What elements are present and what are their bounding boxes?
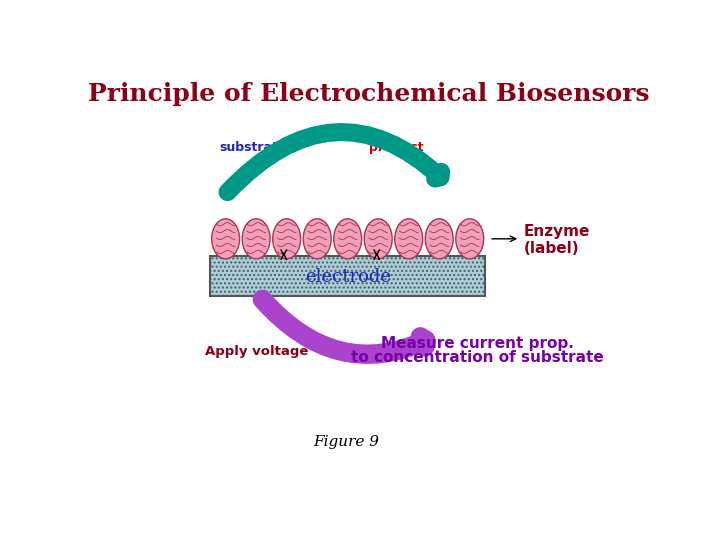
Text: (label): (label) — [524, 240, 580, 255]
Text: product: product — [369, 141, 423, 154]
Ellipse shape — [303, 219, 331, 259]
Ellipse shape — [395, 219, 423, 259]
Ellipse shape — [364, 219, 392, 259]
Text: electrode: electrode — [305, 268, 391, 286]
Ellipse shape — [242, 219, 270, 259]
FancyArrowPatch shape — [262, 299, 426, 354]
Text: Figure 9: Figure 9 — [312, 435, 379, 449]
Text: Apply voltage: Apply voltage — [205, 345, 308, 357]
Ellipse shape — [273, 219, 301, 259]
Bar — [210, 256, 485, 296]
Text: substrate: substrate — [219, 141, 287, 154]
Ellipse shape — [426, 219, 453, 259]
Text: Principle of Electrochemical Biosensors: Principle of Electrochemical Biosensors — [89, 82, 649, 106]
Text: Measure current prop.: Measure current prop. — [381, 336, 574, 351]
Ellipse shape — [212, 219, 240, 259]
Text: to concentration of substrate: to concentration of substrate — [351, 350, 604, 365]
Ellipse shape — [334, 219, 361, 259]
Text: Enzyme: Enzyme — [524, 224, 590, 239]
Ellipse shape — [456, 219, 484, 259]
FancyArrowPatch shape — [228, 132, 441, 192]
